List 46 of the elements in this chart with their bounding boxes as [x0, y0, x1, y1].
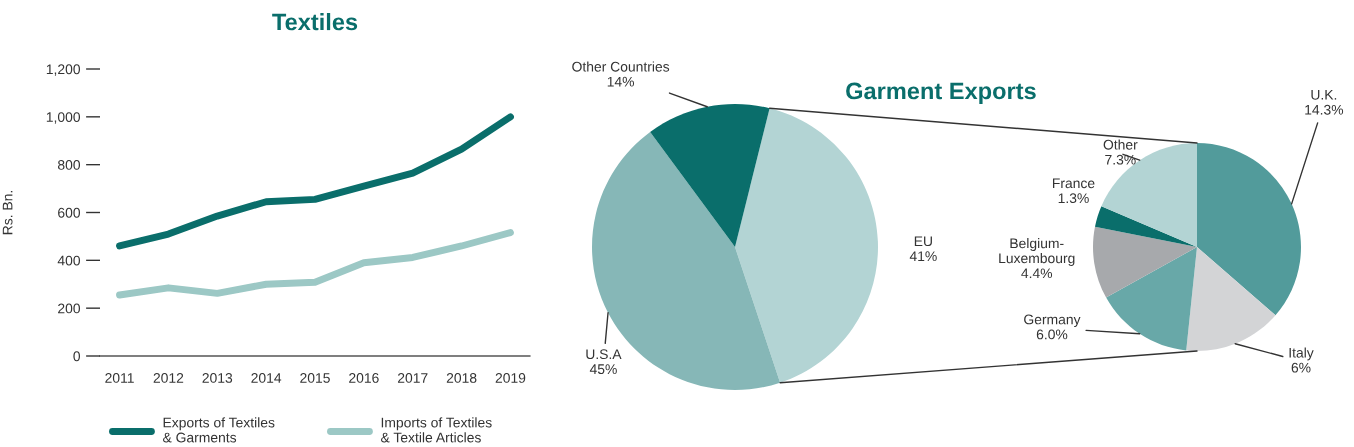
legend-label: Exports of Textiles & Garments — [162, 417, 275, 443]
x-tick-label: 2015 — [300, 373, 330, 383]
data-label: 14% — [607, 76, 635, 87]
data-label: 45% — [589, 364, 617, 375]
pie-slice — [735, 108, 878, 383]
y-tick-label: 1,000 — [46, 112, 81, 124]
y-tick-label: 0 — [73, 351, 81, 362]
slice-label: EU — [914, 236, 932, 247]
x-tick-label: 2018 — [446, 373, 477, 383]
x-tick-label: 2014 — [251, 373, 282, 383]
x-tick-label: 2016 — [349, 373, 379, 383]
y-axis-title: Rs. Bn. — [2, 191, 13, 235]
pie-slice — [1093, 226, 1197, 298]
slice-label: Italy — [1289, 347, 1314, 361]
data-label: 6.0% — [1036, 329, 1068, 340]
x-tick-label: 2012 — [153, 373, 184, 383]
x-tick-label: 2017 — [397, 373, 428, 383]
y-tick-label: 400 — [57, 255, 81, 266]
y-tick-label: 600 — [58, 207, 81, 218]
slice-label: U.S.A — [586, 349, 622, 360]
x-tick-label: 2013 — [202, 373, 233, 383]
data-label: 1.3% — [1058, 193, 1089, 204]
data-label: 4.4% — [1021, 268, 1053, 279]
x-tick-label: 2011 — [105, 373, 134, 383]
slice-label: Other — [1103, 139, 1138, 150]
y-tick-label: 1,200 — [46, 64, 81, 76]
pie-slice — [1106, 247, 1197, 351]
pie-slice — [1186, 247, 1276, 351]
y-tick-label: 200 — [58, 303, 81, 314]
data-label: 41% — [909, 251, 937, 262]
pie-slice — [1094, 206, 1197, 247]
data-label: 14.3% — [1305, 104, 1344, 115]
legend-label: Imports of Textiles & Textile Articles — [380, 417, 492, 443]
slice-label: Germany — [1024, 314, 1081, 328]
data-label: 6% — [1291, 362, 1311, 373]
y-tick-label: 800 — [57, 160, 81, 170]
slice-label: France — [1053, 178, 1095, 189]
text: Garment Exports — [846, 82, 1036, 104]
pie-slice — [1197, 143, 1301, 316]
slice-label: Other Countries — [572, 61, 670, 72]
x-tick-label: 2019 — [495, 373, 526, 383]
pie-slice — [650, 104, 770, 247]
data-label: 7.3% — [1105, 154, 1136, 165]
slice-label: U.K. — [1311, 90, 1337, 100]
chart-title: Textiles — [272, 13, 358, 31]
slice-label: Belgium-Luxembourg — [999, 238, 1075, 266]
